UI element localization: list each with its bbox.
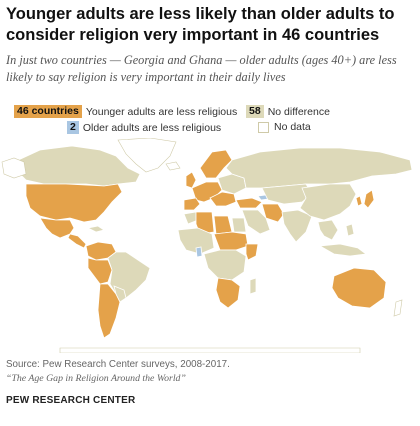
legend-item-no-difference: 58 No difference [246,105,330,118]
source-note: Source: Pew Research Center surveys, 200… [6,359,230,370]
region-united-states [25,183,123,223]
region-korea [355,195,363,207]
region-new-zealand [393,299,403,317]
legend-item-older-less: 2 Older adults are less religious [67,121,221,134]
region-south-asia [281,209,313,243]
map-legend: 46 countries Younger adults are less rel… [14,105,374,137]
region-horn-of-africa [245,243,259,261]
legend-label-older-less: Older adults are less religious [82,121,222,134]
region-turkey [235,197,263,209]
legend-item-no-data: No data [258,121,311,133]
legend-label-no-difference: No difference [267,105,330,118]
legend-item-younger-less: 46 countries Younger adults are less rel… [14,105,237,118]
region-indonesia [318,243,368,257]
region-west-africa [177,227,215,255]
region-egypt [231,217,247,233]
region-central-africa [203,249,247,281]
region-southeast-asia [317,219,339,241]
legend-label-no-data: No data [274,121,311,133]
legend-count-younger-less: 46 countries [14,105,82,118]
region-chile-argentina [97,283,121,339]
region-iran [261,203,285,223]
region-alaska [1,157,27,179]
region-china [299,183,357,221]
region-brazil [107,251,151,299]
subtitle: In just two countries — Georgia and Ghan… [6,53,397,84]
region-caribbean [86,225,105,233]
legend-label-younger-less: Younger adults are less religious [85,105,238,118]
region-italy-balkans [209,191,237,207]
region-greenland [117,138,177,173]
region-iberia [183,197,201,211]
region-southern-africa [215,277,241,309]
region-united-kingdom [185,171,197,189]
region-russia [225,147,413,189]
region-scandinavia [199,149,233,179]
region-libya [213,215,233,235]
region-peru-bolivia [87,257,113,285]
page-title: Younger adults are less likely than olde… [6,5,395,44]
region-ghana [195,246,203,258]
region-sudan-chad [213,231,249,251]
organization-name: PEW RESEARCH CENTER [6,395,136,406]
report-title-note: “The Age Gap in Religion Around the Worl… [6,373,186,384]
world-map [1,138,413,353]
region-antarctica [59,347,361,353]
region-madagascar [249,277,257,295]
region-australia [331,267,387,309]
legend-count-no-difference: 58 [246,105,264,118]
region-philippines [345,223,355,237]
region-iceland [165,161,181,171]
region-mexico [39,217,75,239]
region-japan [363,189,375,209]
legend-swatch-no-data [258,121,269,133]
region-uruguay-paraguay [113,285,127,303]
region-central-america [67,233,87,249]
region-canada [13,145,141,187]
legend-count-older-less: 2 [67,121,79,134]
region-middle-east [241,209,271,235]
